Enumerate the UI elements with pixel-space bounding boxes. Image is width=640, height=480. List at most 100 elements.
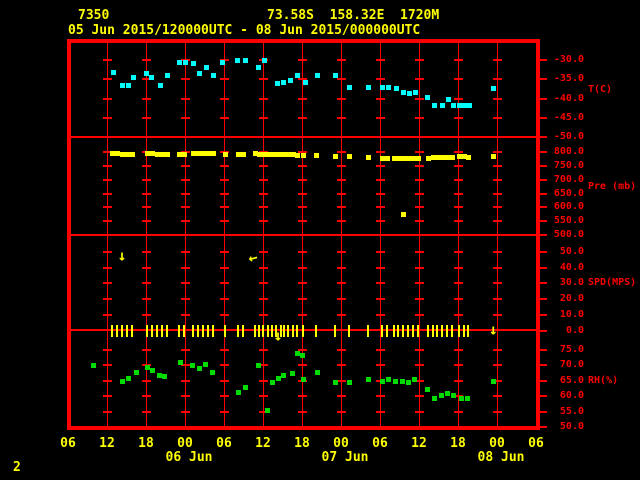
y-tick-dash xyxy=(537,364,547,367)
wind-staff xyxy=(291,325,294,337)
tick-crossbar xyxy=(220,349,229,351)
tick-crossbar xyxy=(259,282,268,285)
wind-staff xyxy=(436,325,439,337)
tick-crossbar xyxy=(298,298,307,301)
pressure-point xyxy=(129,151,135,157)
y-tick-dash xyxy=(537,329,547,332)
pressure-point xyxy=(149,151,155,157)
tick-crossbar xyxy=(298,349,307,351)
pressure-point xyxy=(450,154,456,160)
humidity-point xyxy=(450,392,456,398)
wind-staff xyxy=(115,325,118,337)
pressure-point xyxy=(415,155,421,161)
page-number: 2 xyxy=(13,460,21,475)
pressure-point xyxy=(392,155,398,161)
x-date-label: 07 Jun xyxy=(321,450,369,465)
tick-crossbar xyxy=(337,164,346,167)
tick-crossbar xyxy=(220,379,229,382)
humidity-point xyxy=(405,380,411,386)
wind-staff xyxy=(241,325,244,337)
humidity-point xyxy=(444,391,450,397)
tick-crossbar xyxy=(142,410,151,413)
tick-crossbar xyxy=(415,251,424,253)
tick-crossbar xyxy=(454,78,463,81)
temperature-point xyxy=(164,73,170,79)
tick-crossbar xyxy=(259,266,268,269)
tick-crossbar xyxy=(220,164,229,167)
wind-staff xyxy=(315,325,318,337)
temperature-point xyxy=(275,81,281,87)
wind-staff xyxy=(412,325,415,337)
temperature-point xyxy=(457,102,463,108)
tick-crossbar xyxy=(103,410,112,413)
tick-crossbar xyxy=(298,364,307,367)
tick-crossbar xyxy=(493,116,502,119)
y-tick-dash xyxy=(537,192,547,195)
wind-staff xyxy=(427,325,430,337)
humidity-point xyxy=(162,374,168,380)
tick-crossbar xyxy=(220,206,229,209)
wind-staff xyxy=(275,325,277,337)
wind-staff xyxy=(161,325,164,337)
y-tick-dash xyxy=(537,206,547,209)
tick-crossbar xyxy=(298,116,307,119)
y-tick-dash xyxy=(537,379,547,382)
temperature-point xyxy=(314,73,320,79)
x-hour-label: 06 xyxy=(60,436,76,451)
tick-crossbar xyxy=(337,251,346,253)
tick-crossbar xyxy=(220,78,229,81)
tick-crossbar xyxy=(337,97,346,100)
x-date-label: 08 Jun xyxy=(477,450,525,465)
humidity-point xyxy=(126,375,132,381)
tick-crossbar xyxy=(376,349,385,351)
temperature-point xyxy=(413,90,419,96)
axis-title-pressure: Pre (mb) xyxy=(588,181,637,192)
tick-crossbar xyxy=(142,251,151,253)
tick-crossbar xyxy=(142,395,151,398)
humidity-point xyxy=(197,366,203,372)
tick-crossbar xyxy=(454,97,463,100)
pressure-point xyxy=(461,154,467,160)
tick-crossbar xyxy=(259,78,268,81)
pressure-point xyxy=(177,151,183,157)
tick-crossbar xyxy=(454,220,463,223)
y-tick-dash xyxy=(537,151,547,153)
tick-crossbar xyxy=(103,164,112,167)
pressure-point xyxy=(465,154,471,160)
axis-title-wind: SPD(MPS) xyxy=(588,277,637,288)
x-hour-label: 06 xyxy=(216,436,232,451)
tick-crossbar xyxy=(298,282,307,285)
tick-crossbar xyxy=(259,298,268,301)
tick-crossbar xyxy=(298,395,307,398)
pressure-point xyxy=(405,156,411,162)
tick-crossbar xyxy=(259,349,268,351)
tick-crossbar xyxy=(103,266,112,269)
tick-crossbar xyxy=(493,192,502,195)
tick-crossbar xyxy=(415,97,424,100)
wind-staff xyxy=(146,325,149,337)
y-tick-dash xyxy=(537,116,547,119)
temperature-point xyxy=(407,91,413,97)
pressure-point xyxy=(333,153,339,159)
tick-crossbar xyxy=(220,97,229,100)
tick-crossbar xyxy=(220,410,229,413)
tick-crossbar xyxy=(103,220,112,223)
y-tick-dash xyxy=(537,298,547,301)
pressure-point xyxy=(285,152,291,158)
tick-crossbar xyxy=(181,313,190,316)
wind-staff xyxy=(393,325,396,337)
humidity-point xyxy=(424,386,430,392)
tick-crossbar xyxy=(337,192,346,195)
temperature-point xyxy=(190,61,196,67)
left-arrow: ← xyxy=(245,247,260,268)
tick-crossbar xyxy=(103,192,112,195)
tick-crossbar xyxy=(181,220,190,223)
wind-staff xyxy=(347,325,350,337)
y-tick-dash xyxy=(537,251,547,253)
tick-crossbar xyxy=(181,379,190,382)
y-tick-label: 75.0 xyxy=(559,344,584,355)
y-tick-label: 65.0 xyxy=(559,374,584,386)
tick-crossbar xyxy=(298,410,307,413)
pressure-point xyxy=(270,151,276,157)
wind-staff xyxy=(401,325,404,337)
